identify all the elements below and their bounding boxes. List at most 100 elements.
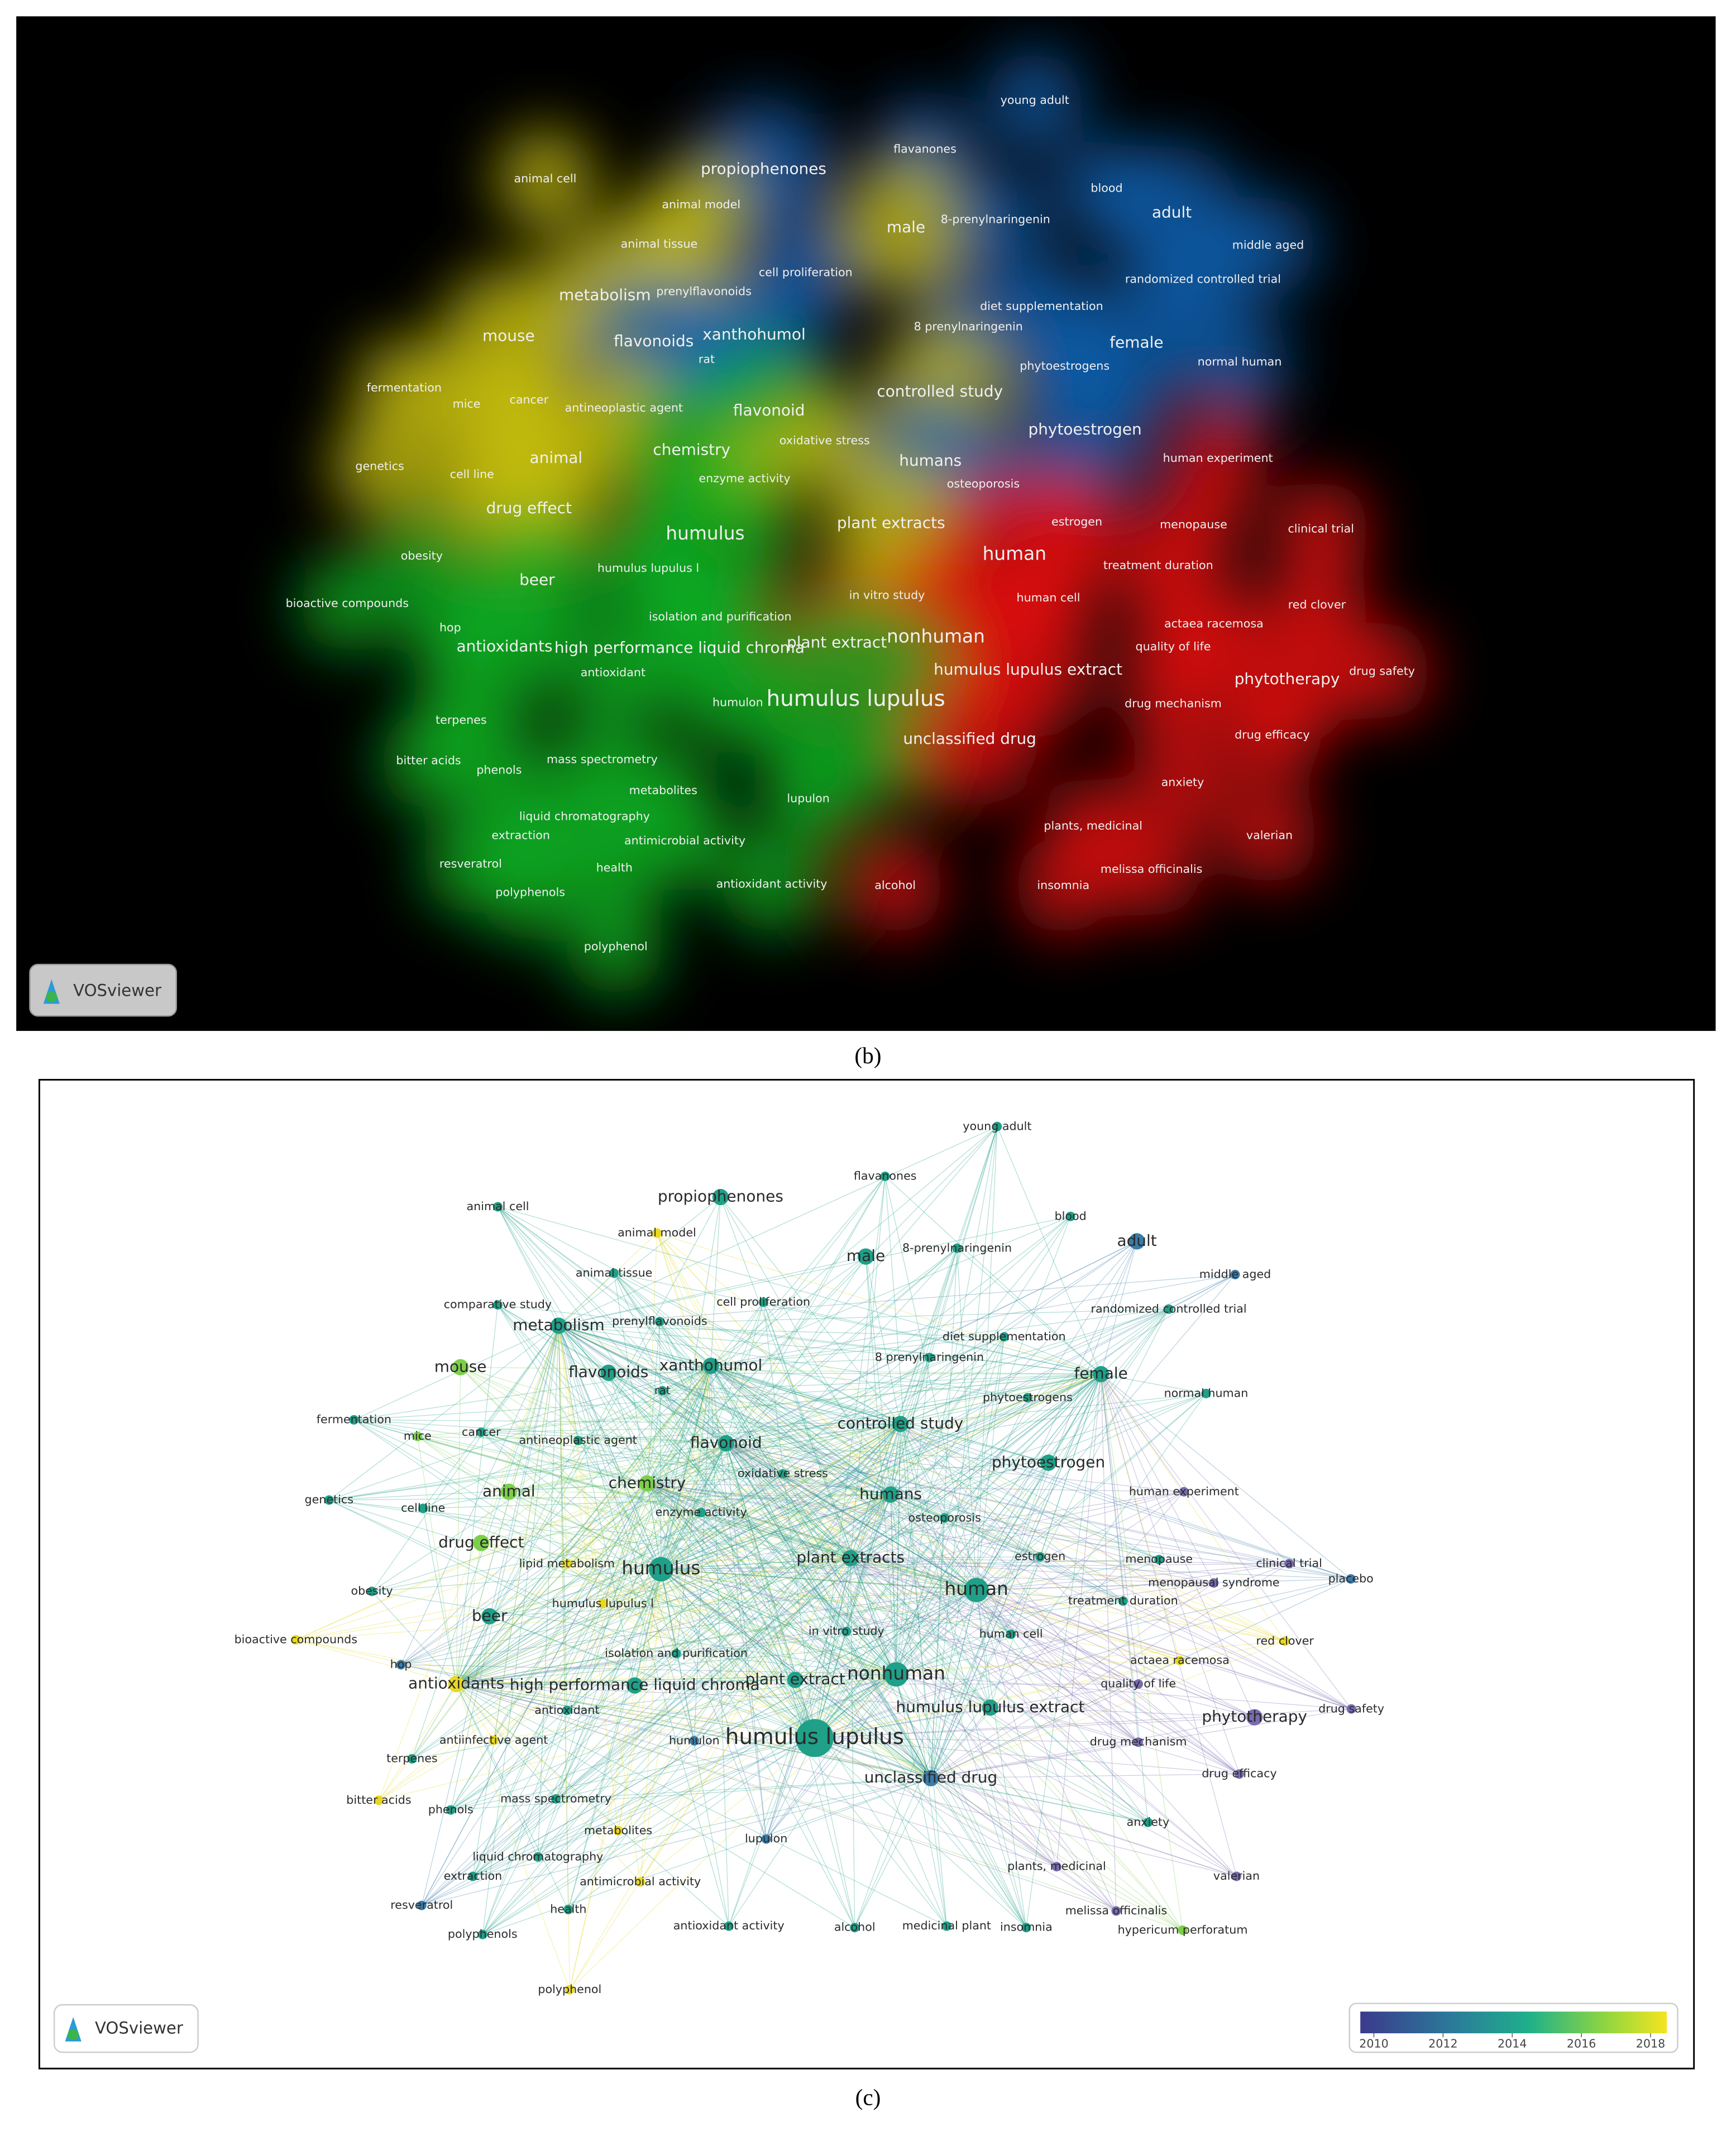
term-label: drug safety: [1349, 664, 1415, 677]
term-label: rat: [654, 1383, 671, 1397]
edge: [379, 1494, 891, 1801]
edge: [896, 1216, 1071, 1675]
edge: [710, 1365, 1028, 1398]
node: [778, 1469, 788, 1479]
edge: [710, 1365, 991, 1708]
term-label: health: [550, 1903, 586, 1916]
edge: [498, 1206, 901, 1425]
term-label: polyphenols: [495, 885, 565, 899]
term-label: antimicrobial activity: [580, 1875, 701, 1888]
edge: [537, 1423, 901, 1857]
edge: [509, 1491, 897, 1675]
edge: [1101, 1374, 1214, 1583]
edge: [647, 1126, 998, 1484]
edge: [694, 1365, 711, 1741]
node: [1093, 1366, 1109, 1383]
edge: [766, 1423, 901, 1839]
edge: [556, 1443, 726, 1799]
edge: [657, 1232, 1101, 1375]
edge: [766, 1778, 931, 1839]
term-label: estrogen: [1015, 1550, 1065, 1563]
edge: [661, 1423, 901, 1570]
edge: [814, 1660, 1180, 1738]
edge: [890, 1494, 1040, 1557]
edge: [662, 1390, 977, 1590]
edge: [814, 1491, 1184, 1738]
edge: [489, 1557, 851, 1617]
edge: [661, 1393, 1207, 1570]
edge: [450, 1557, 851, 1810]
caption: (b): [854, 1043, 881, 1069]
edge: [472, 1589, 977, 1877]
edge: [329, 1483, 648, 1501]
term-label: quality of life: [1101, 1677, 1176, 1690]
edge: [456, 1241, 1137, 1685]
node: [407, 1753, 417, 1764]
edge: [647, 1391, 663, 1484]
node: [884, 1662, 908, 1687]
edge: [558, 1325, 695, 1741]
edge: [814, 1737, 1139, 1743]
edge: [566, 1365, 711, 1564]
term-label: humulus lupulus l: [597, 561, 699, 575]
edge: [558, 1325, 1123, 1602]
term-label: humulus: [621, 1557, 700, 1579]
edge: [456, 1684, 569, 1910]
edge: [726, 1443, 1040, 1557]
edge: [850, 1557, 1183, 1931]
edge: [900, 1423, 1240, 1775]
edge: [456, 1491, 1184, 1685]
term-label: drug efficacy: [1202, 1767, 1276, 1780]
edge: [493, 1494, 891, 1741]
color-bar-tick-label: 2018: [1636, 2037, 1666, 2050]
edge: [661, 1569, 977, 1590]
term-label: blood: [1091, 181, 1122, 195]
term-label: drug effect: [486, 499, 572, 517]
term-label: young adult: [1001, 93, 1069, 107]
edge: [509, 1491, 891, 1495]
edge: [976, 1589, 1139, 1685]
edge: [371, 1325, 559, 1592]
term-label: extraction: [491, 828, 550, 842]
edge: [353, 1419, 815, 1738]
edge: [456, 1494, 891, 1685]
edge: [711, 1357, 930, 1366]
term-label: antioxidant activity: [716, 877, 828, 891]
edge: [726, 1336, 1005, 1444]
edge: [710, 1274, 1236, 1366]
edge: [558, 1325, 662, 1570]
edge: [472, 1325, 559, 1877]
term-label: animal cell: [467, 1200, 529, 1213]
edge: [456, 1305, 499, 1684]
edge: [890, 1494, 1159, 1560]
density-blob: [1102, 820, 1201, 919]
edge: [710, 1365, 891, 1495]
node: [702, 1358, 719, 1374]
edge: [608, 1373, 648, 1484]
edge: [766, 1494, 891, 1839]
edge: [661, 1365, 711, 1570]
edge: [710, 1365, 847, 1632]
edge: [850, 1491, 1184, 1559]
edge: [710, 1365, 1040, 1557]
edge: [456, 1248, 958, 1685]
term-label: xanthohumol: [659, 1356, 763, 1374]
edge: [647, 1176, 886, 1484]
edge: [846, 1558, 851, 1632]
edge: [1101, 1374, 1285, 1642]
edge: [567, 1564, 977, 1590]
edge: [558, 1325, 945, 1518]
edge: [456, 1589, 977, 1685]
density-blob: [481, 843, 580, 942]
edge: [481, 1325, 559, 1544]
edge: [558, 1325, 930, 1358]
edge: [456, 1684, 931, 1779]
edge: [725, 1443, 977, 1590]
term-label: human experiment: [1129, 1484, 1239, 1498]
term-label: liquid chromatography: [519, 809, 650, 823]
edge: [614, 1273, 851, 1559]
edge: [558, 1325, 635, 1686]
term-label: lupulon: [787, 792, 829, 805]
node: [1231, 1871, 1241, 1881]
edge: [725, 1443, 977, 1590]
